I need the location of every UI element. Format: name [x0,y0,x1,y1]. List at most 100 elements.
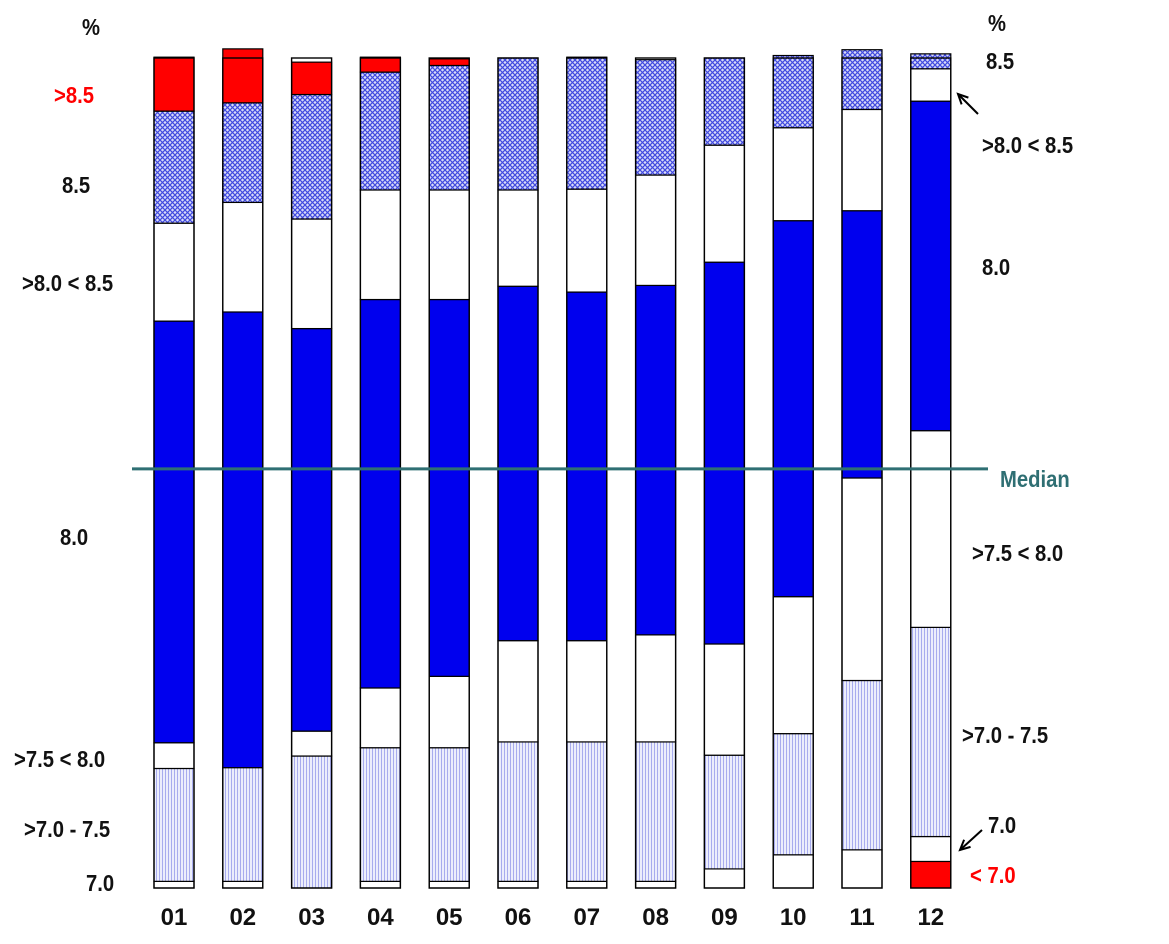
bar-segment-r70_75-10 [772,733,814,856]
bar-segment-v80-11 [841,210,883,479]
bar-segment-r80_85-07 [566,188,608,293]
left-label-v70: 7.0 [86,870,115,896]
bar-segment-v70-04 [359,880,401,889]
bar-segment-r80_85-05 [428,189,470,301]
right-label-v80: 8.0 [982,254,1011,280]
bar-segment-r70_75-03 [291,755,333,889]
left-label-gt85: >8.5 [54,82,94,108]
arrow-to-r80-85-bar12 [956,92,979,115]
x-tick-label-10: 10 [779,904,807,931]
x-tick-label-11: 11 [849,904,875,931]
right-label-r70-75: >7.0 - 7.5 [962,722,1049,748]
bar-segment-v70-09 [703,868,746,889]
bar-segment-r75_80-05 [428,675,470,749]
bar-segment-r70_75-06 [497,741,539,882]
bar-segment-v70-01 [153,880,195,889]
right-label-r75-80: >7.5 < 8.0 [972,540,1064,566]
bar-segment-v70-07 [566,880,608,889]
left-label-r70-75: >7.0 - 7.5 [24,816,111,842]
bar-segment-r75_80-07 [566,640,608,743]
arrow-to-v70-bar12 [958,829,983,852]
bar-outline-10 [772,57,814,889]
bar-segment-gt85-03 [291,61,333,96]
bar-segment-v85-05 [428,64,470,191]
bar-segment-v85-10 [772,54,814,129]
bar-segment-gt85-04 [359,56,401,73]
bar-segment-v70-12 [910,835,952,863]
right-label-lt70: < 7.0 [970,862,1016,888]
bar-segment-v85-12 [910,53,952,70]
x-tick-label-03: 03 [298,904,325,931]
bar-segment-v85-06 [497,57,539,191]
bar-segment-v70-11 [841,849,883,889]
bar-segment-gt85-05 [428,58,470,67]
bar-segment-v80-05 [428,298,470,677]
x-tick-label-12: 12 [917,904,945,931]
bar-segment-v80-10 [772,220,814,598]
bar-segment-r70_75-04 [359,747,401,882]
bar-outline-08 [634,57,677,889]
bar-outline-01 [153,57,195,889]
bar-segment-r80_85-08 [634,174,677,287]
bar-outline-07 [566,57,608,889]
bar-segment-r70_75-01 [153,767,195,882]
x-tick-label-08: 08 [642,904,669,931]
bar-segment-r70_75-05 [428,747,470,882]
bar-segment-gt85-01 [153,56,195,112]
x-tick-label-07: 07 [573,904,601,931]
median-label: Median [1000,466,1070,492]
bar-segment-v70-05 [428,880,470,889]
bar-segment-r80_85-01 [153,222,195,322]
bar-segment-r70_75-12 [910,626,952,838]
bar-segment-r75_80-04 [359,687,401,749]
bar-segment-r80_85-02 [222,201,264,313]
bar-segment-r75_80-12 [910,430,952,628]
bar-outline-06 [497,57,539,889]
bar-outline-04 [359,57,402,889]
x-tick-label-01: 01 [160,904,188,931]
left-unit-label: % [82,14,100,40]
bar-outline-02 [222,57,264,889]
bar-outline-03 [290,57,333,889]
bar-segment-r70_75-11 [841,679,883,851]
bar-segment-r80_85-03 [291,218,333,330]
bar-segment-v70-10 [772,854,814,889]
bar-segment-v80-02 [222,311,264,769]
bar-segment-r75_80-06 [497,640,539,743]
bar-segment-v85-01 [153,110,195,224]
bar-segment-v85-04 [359,71,401,191]
bar-segment-gt85-02 [222,48,264,104]
right-label-v70: 7.0 [988,812,1017,838]
right-unit-label: % [988,10,1006,36]
bar-segment-r80_85-06 [497,189,539,287]
bar-outline-11 [841,57,883,889]
bar-segment-r80_85-09 [703,144,746,263]
bar-segment-v80-06 [497,285,539,642]
bar-segment-r80_85-04 [359,189,401,301]
bar-segment-v85-09 [703,57,746,146]
bar-segment-v70-08 [634,880,677,889]
bar-segment-r75_80-03 [291,730,333,757]
x-tick-label-09: 09 [711,904,738,931]
x-tick-label-06: 06 [504,904,532,931]
bar-segment-r75_80-11 [841,477,883,682]
bar-segment-v70-02 [222,880,264,889]
bar-segment-v80-09 [703,261,746,645]
bar-segment-r80_85-11 [841,108,883,212]
bar-segment-v80-01 [153,320,195,744]
bar-segment-r70_75-08 [634,741,677,882]
x-tick-label-02: 02 [229,904,257,931]
bar-segment-lt70-12 [910,860,952,889]
bar-segment-r70_75-09 [703,754,746,870]
bar-segment-r70_75-07 [566,741,608,882]
left-label-v85: 8.5 [62,172,91,198]
right-label-r80-85: >8.0 < 8.5 [982,132,1074,158]
left-label-r80-85: >8.0 < 8.5 [22,270,114,296]
bar-segment-v80-07 [566,291,608,642]
bar-segment-r80_85-12 [910,68,952,102]
bar-segment-v85-02 [222,102,264,204]
bar-segment-v70-06 [497,880,539,889]
bar-segment-r75_80-10 [772,596,814,735]
